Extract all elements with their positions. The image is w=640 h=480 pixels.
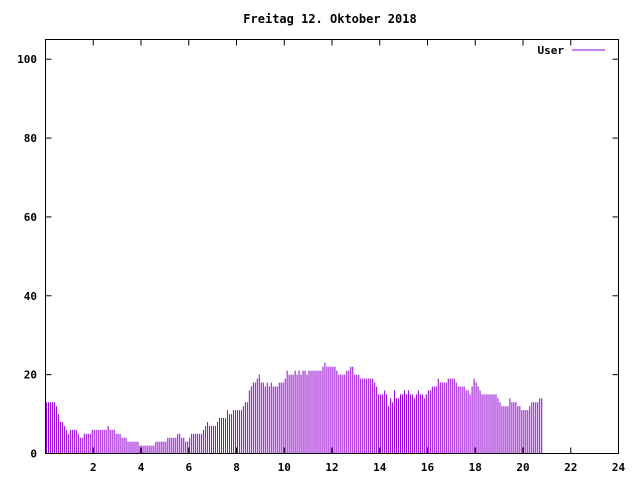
y-tick-label: 80 bbox=[24, 132, 37, 145]
x-tick-label: 4 bbox=[138, 461, 145, 474]
bars bbox=[46, 362, 543, 454]
y-tick-label: 100 bbox=[17, 53, 37, 66]
x-tick-label: 16 bbox=[421, 461, 435, 474]
x-tick-label: 6 bbox=[185, 461, 192, 474]
x-tick-label: 8 bbox=[233, 461, 240, 474]
y-tick-label: 40 bbox=[24, 290, 37, 303]
x-tick-label: 18 bbox=[469, 461, 482, 474]
y-tick-label: 20 bbox=[24, 369, 37, 382]
x-tick-label: 24 bbox=[612, 461, 626, 474]
x-tick-label: 2 bbox=[90, 461, 97, 474]
plot-frame bbox=[45, 39, 619, 454]
y-tick-label: 0 bbox=[30, 448, 37, 461]
legend-label: User bbox=[538, 44, 565, 57]
y-tick-label: 60 bbox=[24, 211, 37, 224]
x-tick-label: 22 bbox=[564, 461, 577, 474]
legend: User bbox=[538, 44, 605, 57]
x-tick-label: 20 bbox=[516, 461, 529, 474]
chart-title: Freitag 12. Oktober 2018 bbox=[243, 12, 416, 26]
x-tick-label: 12 bbox=[325, 461, 338, 474]
x-tick-label: 14 bbox=[373, 461, 387, 474]
x-tick-label: 10 bbox=[278, 461, 291, 474]
